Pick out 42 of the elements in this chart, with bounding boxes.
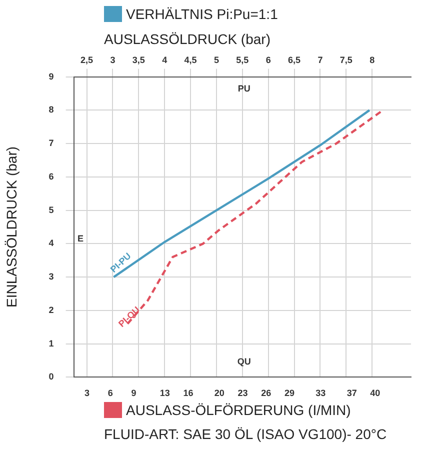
x2-tick-label: 6,5 <box>288 54 301 65</box>
y-tick-label: 7 <box>48 138 54 148</box>
x-tick-label: 26 <box>261 388 272 398</box>
annotation: E <box>78 234 84 244</box>
y-tick-label: 4 <box>48 238 54 248</box>
x-tick-label: 37 <box>346 388 357 398</box>
x-tick-label: 6 <box>108 388 113 398</box>
x2-axis-title: AUSLASSÖLDRUCK (bar) <box>104 31 270 47</box>
x2-tick-label: 6 <box>266 54 271 65</box>
annotation: PU <box>238 83 250 94</box>
x2-tick-label: 5 <box>214 54 219 65</box>
annotation: QU <box>237 356 251 367</box>
y-tick-label: 2 <box>48 304 54 315</box>
x2-tick-label: 4 <box>162 54 168 65</box>
x2-tick-label: 7,5 <box>340 54 352 65</box>
y-tick-label: 6 <box>48 171 54 182</box>
y-tick-label: 5 <box>48 204 54 215</box>
y-tick-label: 1 <box>48 338 54 348</box>
x2-tick-label: 2,5 <box>80 54 94 65</box>
x2-tick-label: 5,5 <box>236 54 249 65</box>
x-axis-title: AUSLASS-ÖLFÖRDERUNG (I/MIN) <box>126 402 351 418</box>
y-tick-label: 3 <box>48 272 54 282</box>
legend-label: VERHÄLTNIS Pi:Pu=1:1 <box>126 6 278 22</box>
y-tick-label: 0 <box>48 372 54 382</box>
x2-tick-label: 7 <box>318 54 323 65</box>
x-tick-label: 13 <box>160 388 170 398</box>
y-axis-title: EINLASSÖLDRUCK (bar) <box>3 146 20 308</box>
x-tick-label: 16 <box>183 388 194 398</box>
x-tick-label: 3 <box>84 388 90 398</box>
x2-tick-label: 3 <box>110 54 116 65</box>
x2-tick-label: 3,5 <box>132 54 145 65</box>
x-tick-label: 29 <box>284 388 295 398</box>
x-tick-label: 33 <box>316 388 326 398</box>
x-tick-label: 9 <box>131 388 136 398</box>
x-tick-label: 40 <box>370 388 380 398</box>
x-tick-label: 23 <box>238 388 248 398</box>
x2-tick-label: 4,5 <box>184 54 197 65</box>
text: FLUID-ART: SAE 30 ÖL (ISAO VG100)- 20°C <box>104 426 387 442</box>
x-tick-label: 20 <box>214 388 224 398</box>
y-tick-label: 9 <box>48 71 54 82</box>
x2-tick-label: 8 <box>370 54 375 65</box>
y-tick-label: 8 <box>48 104 54 115</box>
